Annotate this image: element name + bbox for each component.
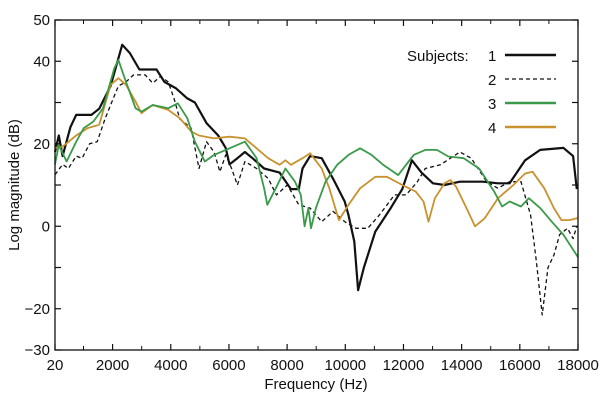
x-tick-label: 20: [47, 357, 64, 374]
legend-title: Subjects:: [407, 48, 469, 65]
x-tick-label: 14000: [441, 357, 483, 374]
y-tick-label: 20: [33, 136, 50, 153]
y-tick-label: −20: [25, 301, 50, 318]
legend-label-3: 3: [488, 96, 496, 113]
y-tick-label: −30: [25, 342, 50, 359]
y-tick-label: 50: [33, 12, 50, 29]
x-tick-label: 16000: [499, 357, 541, 374]
y-tick-label: 40: [33, 53, 50, 70]
axis-ticks: 20 2000 4000 6000 8000 10000 12000 14000 16000 18…: [25, 12, 599, 374]
y-axis-label: Log magnitude (dB): [6, 119, 23, 251]
series-line-4: [54, 77, 579, 228]
x-tick-label: 4000: [154, 357, 187, 374]
x-tick-label: 6000: [212, 357, 245, 374]
x-tick-label: 10000: [324, 357, 366, 374]
plot-area: [53, 43, 579, 316]
legend-label-4: 4: [488, 120, 496, 137]
plot-frame: [54, 19, 579, 351]
legend-label-2: 2: [488, 72, 496, 89]
x-tick-label: 18000: [557, 357, 599, 374]
legend: Subjects: 1 2 3 4: [407, 48, 556, 137]
x-tick-label: 8000: [270, 357, 303, 374]
series-line-3: [54, 59, 579, 258]
series-line-2: [54, 74, 578, 316]
legend-label-1: 1: [488, 48, 496, 65]
y-tick-label: 0: [42, 218, 50, 235]
series-line-1: [53, 43, 578, 292]
x-axis-label: Frequency (Hz): [264, 376, 367, 393]
x-tick-label: 2000: [96, 357, 129, 374]
x-tick-label: 12000: [383, 357, 425, 374]
